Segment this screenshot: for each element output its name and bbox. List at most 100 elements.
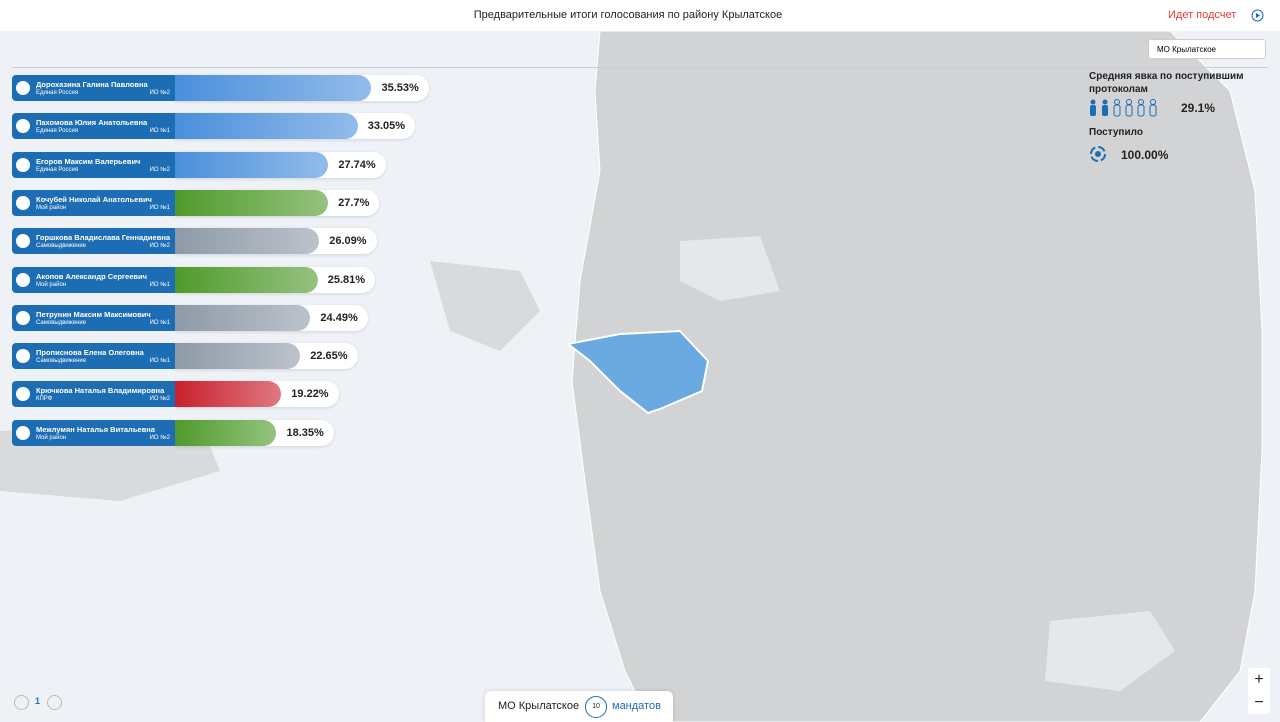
district-label: ИО №2 (149, 434, 170, 441)
party-icon (16, 387, 30, 402)
bar-bubble: 33.05% (175, 113, 416, 140)
bar (175, 75, 372, 101)
status: Идет подсчет (1168, 9, 1237, 21)
candidate-name: Крючкова Наталья Владимировна (36, 386, 165, 396)
name-box: Межлумян Наталья Витальевна Мой район ИО №… (12, 419, 175, 446)
footer-district: МО Крылатское (498, 700, 580, 712)
bar-bubble: 24.49% (175, 304, 368, 331)
candidate-name: Прописнова Елена Олеговна (36, 348, 144, 358)
play-button[interactable] (1251, 9, 1264, 22)
bar (175, 343, 301, 370)
candidate-name: Межлумян Наталья Витальевна (36, 424, 155, 434)
value-label: 24.49% (320, 311, 358, 324)
candidate-name: Акопов Александр Сергеевич (36, 271, 147, 281)
party-icon (16, 234, 30, 249)
party-icon (16, 425, 30, 440)
bar (175, 266, 318, 293)
district-label: ИО №1 (149, 128, 170, 135)
bar (175, 304, 311, 331)
turnout-label: Средняя явка по поступившим протоколам (1089, 71, 1244, 95)
name-box: Кочубей Николай Анатольевич Мой район ИО №… (12, 189, 175, 216)
bar-bubble: 27.74% (175, 151, 386, 178)
district-label: ИО №2 (149, 396, 170, 403)
name-box: Крючкова Наталья Владимировна КПРФ ИО №2 (12, 381, 175, 408)
candidate-name: Дорохазина Галина Павловна (36, 80, 148, 89)
footer-panel: МО Крылатское 10 мандатов (485, 691, 673, 722)
bar-bubble: 35.53% (175, 75, 429, 101)
party-name: Единая Россия (36, 166, 79, 173)
prev-page[interactable] (14, 695, 29, 710)
candidate-row: Акопов Александр Сергеевич Мой район ИО №1… (12, 266, 376, 293)
district-select[interactable]: МО Крылатское (1148, 39, 1266, 59)
bar-bubble: 25.81% (175, 266, 376, 293)
header: Предварительные итоги голосования по рай… (0, 0, 1280, 31)
value-label: 33.05% (367, 120, 406, 133)
received-label: Поступило (1089, 127, 1143, 138)
district-label: ИО №1 (149, 281, 170, 288)
bar (175, 228, 320, 255)
name-box: Петрунин Максим Максимович Самовыдвижение… (12, 304, 175, 331)
candidate-name: Петрунин Максим Максимович (36, 309, 151, 319)
candidate-row: Крючкова Наталья Владимировна КПРФ ИО №2 19… (12, 381, 339, 408)
next-page[interactable] (47, 695, 62, 710)
value-label: 22.65% (310, 350, 348, 363)
page-number: 1 (35, 696, 41, 706)
name-box: Акопов Александр Сергеевич Мой район ИО №1 (12, 266, 175, 293)
candidate-name: Егоров Максим Валерьевич (36, 156, 141, 166)
bar-bubble: 19.22% (175, 381, 339, 408)
value-label: 19.22% (291, 388, 329, 401)
party-name: Мой район (36, 204, 67, 211)
party-name: Самовыдвижение (36, 243, 87, 250)
party-icon (16, 119, 30, 134)
candidate-row: Петрунин Максим Максимович Самовыдвижение… (12, 304, 368, 331)
value-label: 27.74% (338, 158, 376, 171)
party-icon (16, 272, 30, 287)
party-icon (16, 349, 30, 364)
candidate-name: Горшкова Владислава Геннадиевна (36, 233, 171, 243)
bar (175, 381, 282, 408)
candidate-name: Пахомова Юлия Анатольевна (36, 118, 148, 128)
party-icon (16, 157, 30, 172)
turnout-value: 29.1% (1181, 101, 1216, 115)
party-icon (16, 310, 30, 325)
bar (175, 113, 358, 140)
candidate-name: Кочубей Николай Анатольевич (36, 194, 152, 204)
name-box: Горшкова Владислава Геннадиевна Самовыдви… (12, 228, 175, 255)
received-icon (1090, 146, 1106, 162)
value-label: 35.53% (381, 82, 419, 94)
bar-bubble: 18.35% (175, 419, 334, 446)
party-name: Самовыдвижение (36, 358, 87, 365)
party-name: Мой район (36, 434, 67, 441)
bar-bubble: 26.09% (175, 228, 377, 255)
party-name: Единая Россия (36, 128, 79, 135)
value-label: 25.81% (327, 273, 366, 286)
candidate-row: Дорохазина Галина Павловна Единая Россия И… (12, 75, 429, 101)
zoom-in[interactable]: + (1254, 671, 1264, 688)
mandates-count: 10 (585, 696, 607, 718)
party-name: Самовыдвижение (36, 319, 87, 326)
candidate-row: Кочубей Николай Анатольевич Мой район ИО №… (12, 189, 380, 216)
value-label: 26.09% (329, 235, 367, 248)
bar-bubble: 27.7% (175, 189, 380, 216)
name-box: Егоров Максим Валерьевич Единая Россия ИО … (12, 151, 175, 178)
name-box: Прописнова Елена Олеговна Самовыдвижение И… (12, 343, 175, 370)
divider (12, 67, 1268, 68)
name-box: Дорохазина Галина Павловна Единая Россия И… (12, 75, 175, 101)
candidate-row: Прописнова Елена Олеговна Самовыдвижение И… (12, 343, 358, 370)
candidate-row: Межлумян Наталья Витальевна Мой район ИО №… (12, 419, 334, 446)
district-label: ИО №2 (149, 90, 170, 96)
district-label: ИО №1 (149, 358, 170, 365)
bar (175, 151, 329, 178)
bar-bubble: 22.65% (175, 343, 358, 370)
party-icon (16, 195, 30, 210)
zoom-out[interactable]: − (1254, 694, 1264, 711)
title: Предварительные итоги голосования по рай… (473, 9, 783, 21)
bar (175, 419, 277, 446)
party-name: Единая Россия (36, 90, 79, 96)
district-label: ИО №1 (149, 319, 170, 326)
bar (175, 189, 329, 216)
value-label: 18.35% (286, 426, 324, 439)
turnout-icons (1090, 99, 1157, 117)
name-box: Пахомова Юлия Анатольевна Единая Россия ИО… (12, 113, 175, 140)
